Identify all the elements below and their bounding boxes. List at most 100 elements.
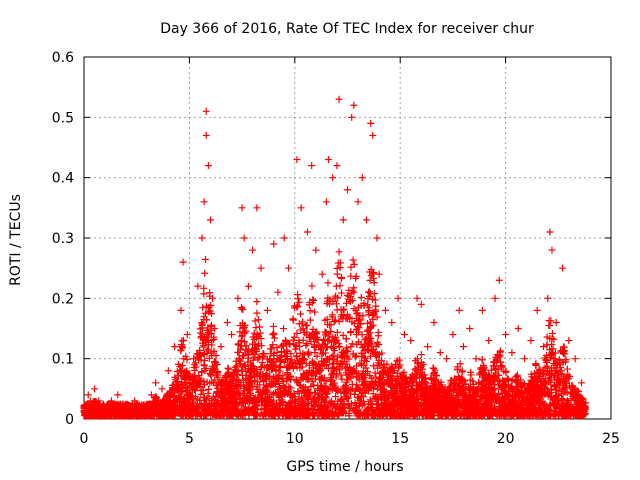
data-point-bg xyxy=(302,390,310,398)
data-point-bg xyxy=(254,316,262,324)
data-point-bg xyxy=(466,383,474,391)
data-point-bg xyxy=(199,386,207,394)
data-point-bg xyxy=(350,284,358,292)
data-point-bg xyxy=(206,406,214,414)
data-point-bg xyxy=(244,379,252,387)
data-point-bg xyxy=(460,386,468,394)
data-point-bg xyxy=(310,340,318,348)
data-point-bg xyxy=(370,290,378,298)
data-point-bg xyxy=(321,383,329,391)
data-point-bg xyxy=(332,300,340,308)
data-point-bg xyxy=(517,382,525,390)
data-point-bg xyxy=(347,329,355,337)
data-point-bg xyxy=(274,388,282,396)
data-point-bg xyxy=(339,403,347,411)
data-point-bg xyxy=(257,406,265,414)
data-point-bg xyxy=(284,370,292,378)
data-point-bg xyxy=(200,381,208,389)
data-point-bg xyxy=(342,335,350,343)
data-point-bg xyxy=(300,329,308,337)
data-point-bg xyxy=(314,385,322,393)
data-point-bg xyxy=(289,364,297,372)
data-point-bg xyxy=(192,363,200,371)
data-point-bg xyxy=(367,352,375,360)
data-point-bg xyxy=(306,307,314,315)
data-point-bg xyxy=(196,325,204,333)
data-point-bg xyxy=(177,346,185,354)
data-point-bg xyxy=(417,351,425,359)
data-point-bg xyxy=(333,270,341,278)
data-point-bg xyxy=(268,391,276,399)
data-point-bg xyxy=(497,358,505,366)
data-point-bg xyxy=(256,323,264,331)
data-point-bg xyxy=(295,395,303,403)
data-point-bg xyxy=(260,352,268,360)
data-point-bg xyxy=(306,361,314,369)
data-point-bg xyxy=(369,321,377,329)
data-point-bg xyxy=(308,282,316,290)
data-point-bg xyxy=(193,381,201,389)
data-point-bg xyxy=(208,378,216,386)
data-point-bg xyxy=(188,380,196,388)
data-point-bg xyxy=(342,299,350,307)
data-point-bg xyxy=(235,354,243,362)
data-point-bg xyxy=(294,388,302,396)
data-point-bg xyxy=(518,399,526,407)
data-point-bg xyxy=(541,375,549,383)
data-point-bg xyxy=(249,382,257,390)
data-point-bg xyxy=(269,341,277,349)
data-point-bg xyxy=(207,310,215,318)
data-point-bg xyxy=(308,357,316,365)
data-point-bg xyxy=(447,409,455,417)
data-point-bg xyxy=(345,409,353,417)
data-point-bg xyxy=(419,360,427,368)
data-point-bg xyxy=(383,360,391,368)
data-point-bg xyxy=(209,411,217,419)
data-point-bg xyxy=(398,370,406,378)
data-point-bg xyxy=(276,353,284,361)
data-point-bg xyxy=(342,378,350,386)
data-point-bg xyxy=(419,365,427,373)
data-point-bg xyxy=(197,334,205,342)
data-point-bg xyxy=(327,343,335,351)
data-point-bg xyxy=(253,370,261,378)
data-point-bg xyxy=(333,328,341,336)
data-point-bg xyxy=(311,389,319,397)
data-point-bg xyxy=(283,348,291,356)
data-point-bg xyxy=(263,405,271,413)
data-point-bg xyxy=(347,368,355,376)
data-point-bg xyxy=(456,401,464,409)
data-point-bg xyxy=(153,394,161,402)
data-point-bg xyxy=(340,385,348,393)
data-point-bg xyxy=(487,366,495,374)
data-point-bg xyxy=(351,399,359,407)
data-point-bg xyxy=(200,400,208,408)
data-point-bg xyxy=(332,392,340,400)
data-point-bg xyxy=(286,375,294,383)
data-point-bg xyxy=(332,282,340,290)
data-point-bg xyxy=(210,347,218,355)
data-point-bg xyxy=(304,394,312,402)
data-point-bg xyxy=(347,263,355,271)
data-point-bg xyxy=(364,308,372,316)
data-point-bg xyxy=(336,264,344,272)
data-point-bg xyxy=(254,342,262,350)
data-point-bg xyxy=(379,402,387,410)
data-point-bg xyxy=(524,394,532,402)
data-point-bg xyxy=(532,393,540,401)
data-point-bg xyxy=(480,369,488,377)
data-point-bg xyxy=(364,368,372,376)
data-point-bg xyxy=(355,311,363,319)
data-point-bg xyxy=(296,349,304,357)
data-point-bg xyxy=(249,333,257,341)
data-point-bg xyxy=(205,394,213,402)
data-point-bg xyxy=(197,390,205,398)
data-point-bg xyxy=(131,405,139,413)
data-point-bg xyxy=(230,372,238,380)
data-point-bg xyxy=(292,345,300,353)
data-point-bg xyxy=(533,390,541,398)
data-point-bg xyxy=(270,373,278,381)
data-point-bg xyxy=(417,380,425,388)
data-point-bg xyxy=(338,375,346,383)
data-point-bg xyxy=(329,351,337,359)
